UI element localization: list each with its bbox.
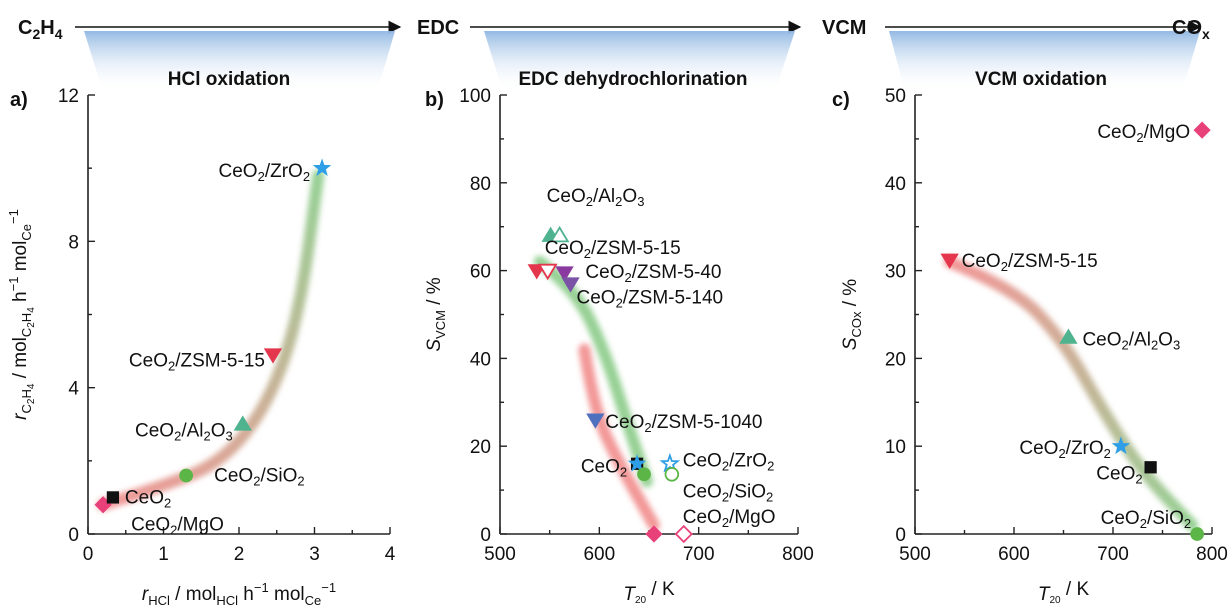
- trend-band: [97, 169, 325, 511]
- process-step-title: HCl oxidation: [168, 69, 290, 90]
- data-point: [561, 277, 580, 293]
- data-point: [1059, 328, 1078, 344]
- x-tick-label: 500: [899, 544, 931, 565]
- point-label: CeO2/MgO: [1097, 122, 1190, 145]
- y-tick-label: 30: [885, 262, 906, 283]
- svg-text:rHCl / molHCl h−1 molCe−1: rHCl / molHCl h−1 molCe−1: [142, 580, 336, 606]
- data-point: [1193, 121, 1211, 139]
- data-point: [664, 467, 680, 482]
- point-label: CeO2/ZrO2: [683, 450, 775, 473]
- x-tick-label: 500: [484, 544, 516, 565]
- point-label: CeO2/ZSM-5-15: [129, 351, 265, 374]
- data-point: [637, 467, 651, 482]
- point-label: CeO2/ZSM-5-140: [576, 288, 723, 311]
- point-label: CeO2/ZrO2: [219, 161, 311, 184]
- data-point: [179, 468, 194, 483]
- point-label: CeO2/SiO2: [683, 482, 774, 505]
- svg-text:rC2H4 / molC2H4 h−1 molCe−1: rC2H4 / molC2H4 h−1 molCe−1: [6, 209, 37, 420]
- process-step-title: EDC dehydrochlorination: [518, 69, 747, 90]
- process-band: [484, 31, 795, 92]
- panel-label: a): [10, 89, 28, 111]
- process-band: [889, 31, 1200, 92]
- svg-text:SVCM / %: SVCM / %: [424, 277, 448, 351]
- data-point: [645, 525, 663, 543]
- data-point: [940, 253, 959, 269]
- point-label: CeO2/SiO2: [214, 465, 305, 488]
- data-point: [1111, 436, 1131, 455]
- process-label: COx: [1172, 17, 1210, 42]
- x-tick-label: 3: [309, 544, 320, 565]
- x-tick-label: 2: [234, 544, 245, 565]
- y-tick-label: 12: [58, 86, 79, 107]
- y-tick-label: 10: [885, 437, 906, 458]
- panel-c: 500 600 700 800 0 10 20 30 40 50 c) T20 / K SCOx / %…: [832, 86, 1228, 606]
- y-tick-label: 0: [68, 525, 79, 546]
- panel-b: 500 600 700 800 0 20 40 60 80 100 b) T20 / K SVCM / …: [424, 86, 814, 606]
- data-point: [312, 158, 332, 176]
- x-tick-label: 0: [83, 544, 94, 565]
- y-tick-label: 80: [470, 174, 491, 195]
- data-point: [659, 452, 681, 473]
- process-label: EDC: [417, 17, 459, 39]
- process-label: C2H4: [18, 17, 63, 42]
- data-point: [555, 266, 574, 282]
- svg-text:T20 / K: T20 / K: [1038, 579, 1090, 606]
- data-point: [627, 454, 647, 472]
- data-point: [1144, 461, 1157, 474]
- x-tick-label: 600: [998, 544, 1030, 565]
- data-point: [674, 524, 693, 544]
- x-tick-label: 700: [1097, 544, 1129, 565]
- point-label: CeO2/Al2O3: [135, 420, 233, 443]
- point-label: CeO2: [1096, 463, 1142, 486]
- data-point: [1190, 527, 1205, 541]
- data-point: [233, 415, 252, 431]
- x-tick-label: 800: [1196, 544, 1228, 565]
- point-label: CeO2/ZSM-5-1040: [605, 412, 762, 435]
- data-point: [263, 348, 283, 364]
- y-tick-label: 40: [470, 349, 491, 370]
- point-label: CeO2/ZrO2: [1019, 438, 1111, 461]
- x-tick-label: 800: [782, 544, 814, 565]
- process-step-title: VCM oxidation: [975, 69, 1107, 90]
- data-point: [106, 491, 120, 504]
- x-tick-label: 1: [158, 544, 169, 565]
- point-label: CeO2/Al2O3: [547, 186, 645, 209]
- trend-band: [578, 343, 660, 532]
- svg-text:T20 / K: T20 / K: [623, 579, 675, 606]
- y-tick-label: 100: [459, 86, 491, 107]
- y-tick-label: 0: [895, 525, 906, 546]
- y-tick-label: 40: [885, 174, 906, 195]
- point-label: CeO2/MgO: [131, 515, 224, 538]
- panel-label: c): [832, 89, 850, 111]
- y-tick-label: 20: [885, 349, 906, 370]
- point-label: CeO2/ZSM-5-40: [585, 262, 721, 285]
- process-label: VCM: [822, 17, 866, 39]
- x-tick-label: 600: [583, 544, 615, 565]
- point-label: CeO2: [125, 487, 171, 510]
- point-label: CeO2/Al2O3: [1082, 329, 1180, 352]
- y-tick-label: 20: [470, 437, 491, 458]
- y-tick-label: 60: [470, 262, 491, 283]
- data-point: [549, 225, 570, 243]
- panel-label: b): [425, 89, 444, 111]
- trend-band: [943, 255, 1199, 532]
- data-point: [537, 263, 558, 281]
- y-tick-label: 50: [885, 86, 906, 107]
- y-tick-label: 0: [480, 525, 491, 546]
- process-band: [84, 31, 395, 92]
- data-point: [586, 413, 605, 429]
- point-label: CeO2/ZSM-5-15: [545, 238, 681, 261]
- point-label: CeO2/ZSM-5-15: [962, 251, 1098, 274]
- point-label: CeO2: [581, 457, 627, 480]
- svg-text:SCOx / %: SCOx / %: [840, 279, 864, 351]
- y-tick-label: 4: [68, 379, 79, 400]
- point-label: CeO2/SiO2: [1101, 508, 1192, 531]
- x-tick-label: 700: [683, 544, 715, 565]
- process-banner: C2H4 EDC VCM COx HCl oxidation EDC dehydrochl…: [18, 17, 1210, 92]
- y-tick-label: 8: [68, 232, 79, 253]
- point-label: CeO2/MgO: [683, 507, 776, 530]
- x-tick-label: 4: [385, 544, 396, 565]
